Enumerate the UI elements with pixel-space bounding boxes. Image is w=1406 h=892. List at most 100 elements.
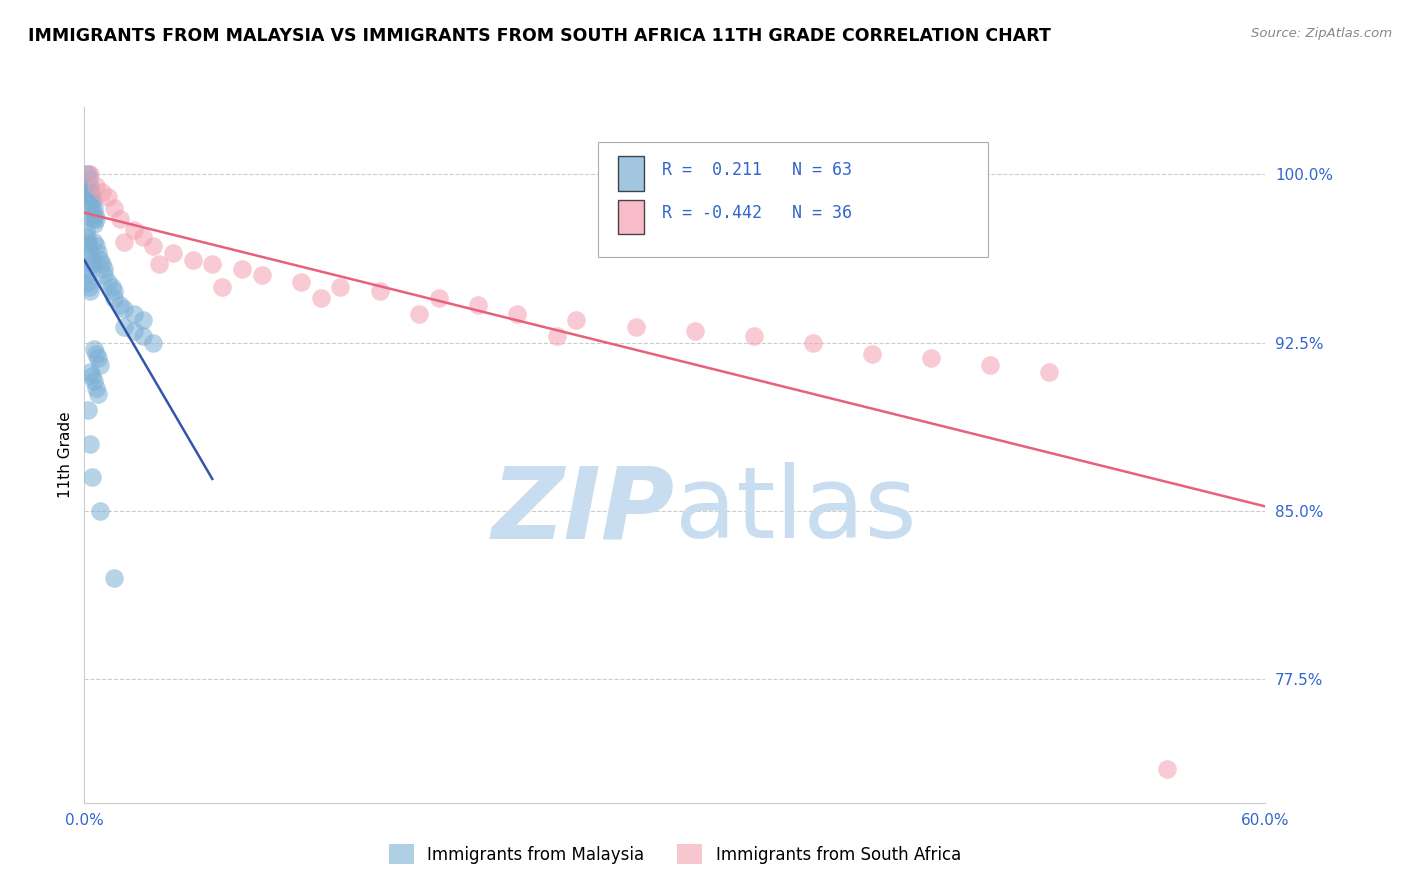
Point — [132, 329, 155, 343]
Text: IMMIGRANTS FROM MALAYSIA VS IMMIGRANTS FROM SOUTH AFRICA 11TH GRADE CORRELATION : IMMIGRANTS FROM MALAYSIA VS IMMIGRANTS F… — [28, 27, 1052, 45]
Legend: Immigrants from Malaysia, Immigrants from South Africa: Immigrants from Malaysia, Immigrants fro… — [382, 838, 967, 871]
Text: Source: ZipAtlas.com: Source: ZipAtlas.com — [1251, 27, 1392, 40]
Point — [82, 208, 104, 222]
Point — [79, 365, 101, 379]
Point — [79, 190, 101, 204]
Point — [132, 230, 155, 244]
Text: R =  0.211   N = 63: R = 0.211 N = 63 — [662, 161, 852, 178]
Point — [112, 320, 135, 334]
Point — [112, 301, 135, 316]
Point — [87, 246, 110, 260]
Point — [89, 252, 111, 267]
Point — [506, 306, 529, 320]
Point — [467, 297, 489, 311]
Point — [132, 313, 155, 327]
Point — [103, 571, 125, 585]
Point — [82, 470, 104, 484]
Point — [201, 257, 224, 271]
Point — [427, 291, 450, 305]
Point — [77, 275, 100, 289]
Point — [79, 167, 101, 181]
Point — [84, 208, 107, 222]
Point — [79, 178, 101, 193]
Point — [82, 190, 104, 204]
Point — [83, 217, 105, 231]
Point — [93, 268, 115, 283]
Point — [112, 235, 135, 249]
Point — [329, 279, 352, 293]
Point — [860, 347, 883, 361]
Point — [231, 261, 253, 276]
Point — [77, 235, 100, 249]
Point — [83, 235, 105, 249]
Point — [979, 358, 1001, 372]
Point — [76, 167, 98, 181]
Point — [181, 252, 204, 267]
Point — [368, 284, 391, 298]
Point — [91, 257, 114, 271]
Point — [82, 194, 104, 209]
Text: atlas: atlas — [675, 462, 917, 559]
Point — [565, 313, 588, 327]
Point — [75, 261, 97, 276]
Point — [77, 167, 100, 181]
FancyBboxPatch shape — [619, 200, 644, 235]
FancyBboxPatch shape — [619, 156, 644, 191]
Point — [742, 329, 765, 343]
Point — [79, 436, 101, 450]
Point — [408, 306, 430, 320]
Point — [93, 261, 115, 276]
Point — [97, 190, 120, 204]
Point — [84, 212, 107, 227]
Point — [211, 279, 233, 293]
Point — [91, 186, 114, 200]
Point — [546, 329, 568, 343]
Point — [683, 325, 706, 339]
Point — [80, 186, 103, 200]
Point — [77, 186, 100, 200]
Point — [82, 212, 104, 227]
Point — [79, 239, 101, 253]
Text: R = -0.442   N = 36: R = -0.442 N = 36 — [662, 204, 852, 222]
Point — [309, 291, 332, 305]
Point — [76, 230, 98, 244]
Point — [79, 172, 101, 186]
Text: ZIP: ZIP — [492, 462, 675, 559]
Point — [142, 335, 165, 350]
Point — [162, 246, 184, 260]
Point — [97, 275, 120, 289]
Point — [82, 257, 104, 271]
Point — [84, 381, 107, 395]
Point — [290, 275, 312, 289]
Point — [77, 403, 100, 417]
Point — [89, 504, 111, 518]
Point — [624, 320, 647, 334]
Point — [80, 201, 103, 215]
Point — [76, 268, 98, 283]
Point — [84, 239, 107, 253]
Point — [84, 178, 107, 193]
Point — [142, 239, 165, 253]
Point — [1038, 365, 1060, 379]
Point — [103, 284, 125, 298]
Point — [82, 369, 104, 384]
Point — [84, 347, 107, 361]
Point — [801, 335, 824, 350]
Point — [79, 246, 101, 260]
FancyBboxPatch shape — [598, 142, 988, 257]
Point — [79, 194, 101, 209]
Point — [75, 223, 97, 237]
Point — [89, 358, 111, 372]
Point — [108, 212, 131, 227]
Point — [103, 201, 125, 215]
Point — [122, 325, 145, 339]
Point — [83, 374, 105, 388]
Point — [148, 257, 170, 271]
Point — [108, 297, 131, 311]
Point — [83, 201, 105, 215]
Point — [122, 306, 145, 320]
Point — [1156, 762, 1178, 776]
Y-axis label: 11th Grade: 11th Grade — [58, 411, 73, 499]
Point — [83, 343, 105, 357]
Point — [79, 284, 101, 298]
